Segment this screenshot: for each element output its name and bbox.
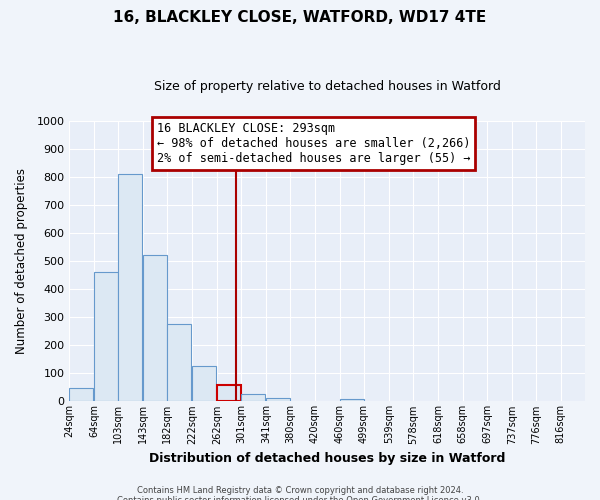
Bar (143, 256, 167, 402)
Bar (118, 174, 142, 402)
Bar (241, 394, 265, 402)
Y-axis label: Number of detached properties: Number of detached properties (15, 168, 28, 354)
X-axis label: Distribution of detached houses by size in Watford: Distribution of detached houses by size … (149, 452, 505, 465)
Text: Contains public sector information licensed under the Open Government Licence v3: Contains public sector information licen… (118, 496, 482, 500)
Bar (192, 366, 217, 402)
Text: 16, BLACKLEY CLOSE, WATFORD, WD17 4TE: 16, BLACKLEY CLOSE, WATFORD, WD17 4TE (113, 10, 487, 25)
Bar (266, 398, 290, 402)
Bar (167, 324, 191, 402)
Bar (217, 384, 241, 402)
Bar (69, 388, 94, 402)
Text: Contains HM Land Registry data © Crown copyright and database right 2024.: Contains HM Land Registry data © Crown c… (137, 486, 463, 495)
Title: Size of property relative to detached houses in Watford: Size of property relative to detached ho… (154, 80, 500, 93)
Bar (340, 399, 364, 402)
Bar (94, 272, 118, 402)
Text: 16 BLACKLEY CLOSE: 293sqm
← 98% of detached houses are smaller (2,266)
2% of sem: 16 BLACKLEY CLOSE: 293sqm ← 98% of detac… (157, 122, 470, 165)
